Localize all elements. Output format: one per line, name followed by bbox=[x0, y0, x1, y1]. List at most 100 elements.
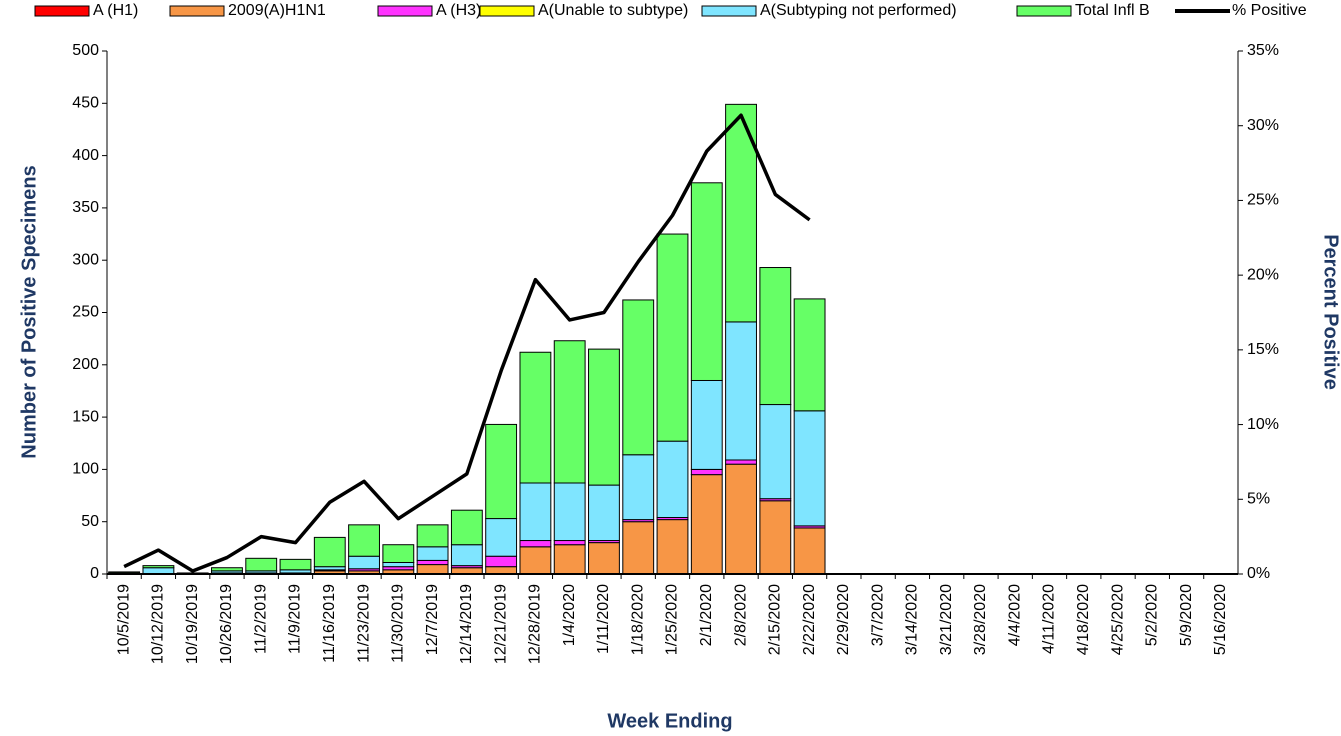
x-axis-title: Week Ending bbox=[607, 710, 732, 732]
x-tick-label: 10/26/2019 bbox=[218, 584, 235, 664]
bar-segment bbox=[793, 298, 826, 412]
x-tick-label: 2/15/2020 bbox=[767, 584, 784, 655]
x-tick-label: 4/4/2020 bbox=[1006, 584, 1023, 646]
x-tick-label: 1/25/2020 bbox=[664, 584, 681, 655]
y-tick-label: 500 bbox=[72, 42, 99, 59]
bar-segment bbox=[553, 482, 586, 542]
bar-segment bbox=[416, 524, 449, 548]
y-tick-label: 50 bbox=[81, 513, 99, 530]
x-tick-label: 10/5/2019 bbox=[115, 584, 132, 655]
x-tick-label: 5/9/2020 bbox=[1178, 584, 1195, 646]
bar-segment bbox=[142, 565, 175, 569]
bar-segment bbox=[725, 463, 757, 575]
bar-segment bbox=[759, 267, 792, 406]
bar-segment bbox=[485, 566, 518, 575]
x-tick-label: 2/8/2020 bbox=[732, 584, 749, 646]
legend-swatch bbox=[169, 5, 225, 17]
x-tick-label: 4/18/2020 bbox=[1075, 584, 1092, 655]
bar-segment bbox=[656, 440, 689, 519]
legend-label: 2009(A)H1N1 bbox=[228, 2, 326, 19]
x-tick-label: 1/11/2020 bbox=[595, 584, 612, 654]
y2-tick-label: 25% bbox=[1247, 192, 1279, 209]
y-tick-label: 150 bbox=[72, 408, 99, 425]
bar-segment bbox=[725, 459, 757, 465]
y-tick-label: 100 bbox=[72, 461, 99, 478]
legend-swatch bbox=[701, 5, 757, 17]
legend-swatch bbox=[377, 5, 433, 17]
y-tick-label: 250 bbox=[72, 304, 99, 321]
y-tick-label: 400 bbox=[72, 147, 99, 164]
y2-tick-label: 15% bbox=[1247, 341, 1279, 358]
x-tick-label: 1/18/2020 bbox=[629, 584, 646, 655]
x-tick-label: 4/25/2020 bbox=[1109, 584, 1126, 655]
bar-segment bbox=[416, 564, 449, 575]
x-tick-label: 2/22/2020 bbox=[801, 584, 818, 655]
bar-segment bbox=[519, 546, 552, 575]
y-tick-label: 450 bbox=[72, 95, 99, 112]
legend-swatch bbox=[479, 5, 535, 17]
x-tick-label: 11/9/2019 bbox=[287, 584, 304, 654]
bar-segment bbox=[382, 561, 415, 568]
y2-tick-label: 5% bbox=[1247, 491, 1270, 508]
x-tick-label: 12/14/2019 bbox=[458, 584, 475, 664]
legend-label: A (H3) bbox=[436, 2, 481, 19]
x-tick-label: 2/1/2020 bbox=[698, 584, 715, 646]
y2-tick-label: 10% bbox=[1247, 416, 1279, 433]
y-tick-label: 200 bbox=[72, 356, 99, 373]
bar-segment bbox=[588, 348, 620, 486]
y2-tick-label: 20% bbox=[1247, 266, 1279, 283]
legend-label: A(Unable to subtype) bbox=[538, 2, 688, 19]
y2-tick-label: 0% bbox=[1247, 565, 1270, 582]
bar-segment bbox=[519, 482, 552, 542]
bar-segment bbox=[416, 546, 449, 561]
bar-segment bbox=[588, 484, 620, 542]
bar-segment bbox=[553, 544, 586, 575]
bar-segment bbox=[656, 519, 689, 575]
y-axis-title: Number of Positive Specimens bbox=[18, 165, 40, 458]
x-tick-label: 11/16/2019 bbox=[321, 584, 338, 663]
y-tick-label: 350 bbox=[72, 199, 99, 216]
legend-label: % Positive bbox=[1232, 2, 1307, 19]
bar-segment bbox=[553, 540, 586, 546]
line-series bbox=[123, 113, 811, 573]
x-tick-label: 11/2/2019 bbox=[252, 584, 269, 654]
x-tick-label: 3/14/2020 bbox=[904, 584, 921, 655]
x-tick-label: 10/19/2019 bbox=[184, 584, 201, 664]
bar-segment bbox=[450, 509, 483, 546]
x-tick-label: 2/29/2020 bbox=[835, 584, 852, 655]
bar-segment bbox=[759, 404, 792, 500]
x-tick-label: 11/30/2019 bbox=[390, 584, 407, 663]
bar-segment bbox=[759, 500, 792, 575]
bar-segment bbox=[656, 233, 689, 442]
y-tick-label: 300 bbox=[72, 251, 99, 268]
bar-segment bbox=[690, 468, 723, 476]
bar-segment bbox=[519, 351, 552, 484]
legend-swatch bbox=[1016, 5, 1072, 17]
x-tick-label: 12/7/2019 bbox=[424, 584, 441, 655]
x-tick-label: 3/21/2020 bbox=[938, 584, 955, 655]
bar-segment bbox=[416, 559, 449, 566]
bar-segment bbox=[108, 571, 141, 574]
bar-segment bbox=[690, 379, 723, 470]
x-tick-label: 12/21/2019 bbox=[492, 584, 509, 664]
y2-tick-label: 30% bbox=[1247, 117, 1279, 134]
x-tick-label: 3/28/2020 bbox=[972, 584, 989, 655]
x-tick-label: 1/4/2020 bbox=[561, 584, 578, 646]
y-tick-label: 0 bbox=[90, 565, 99, 582]
bar-segment bbox=[690, 474, 723, 575]
x-tick-label: 11/23/2019 bbox=[355, 584, 372, 663]
legend-label: A(Subtyping not performed) bbox=[760, 2, 957, 19]
bar-segment bbox=[450, 544, 483, 567]
bar-segment bbox=[313, 536, 346, 568]
bar-segment bbox=[279, 558, 312, 571]
x-tick-label: 4/11/2020 bbox=[1041, 584, 1058, 654]
x-tick-label: 5/2/2020 bbox=[1144, 584, 1161, 646]
bar-segment bbox=[793, 410, 826, 527]
bar-segment bbox=[519, 540, 552, 548]
bar-segment bbox=[725, 321, 757, 461]
x-tick-label: 10/12/2019 bbox=[150, 584, 167, 664]
y2-axis-title: Percent Positive bbox=[1320, 234, 1341, 390]
bar-segment bbox=[553, 340, 586, 484]
legend-swatch bbox=[34, 5, 90, 17]
